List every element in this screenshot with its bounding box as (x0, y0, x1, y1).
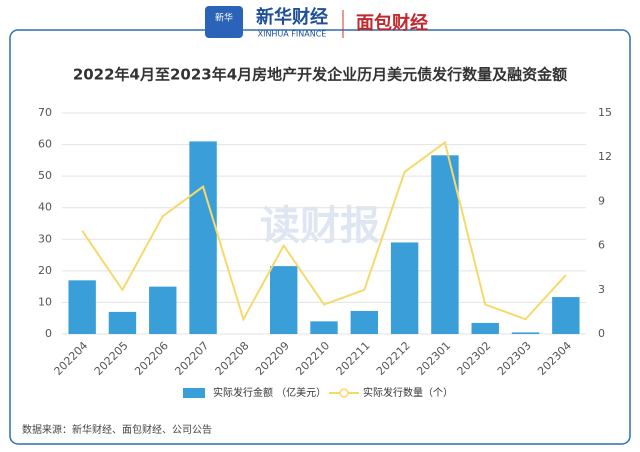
y-tick-label: 60 (38, 138, 52, 151)
x-tick-label: 202302 (455, 339, 494, 378)
x-tick-label: 202211 (334, 339, 373, 378)
x-tick-label: 202304 (535, 339, 574, 378)
x-tick-label: 202301 (414, 339, 453, 378)
chart-title: 2022年4月至2023年4月房地产开发企业历月美元债发行数量及融资金额 (73, 66, 567, 84)
y-tick-label: 10 (38, 295, 52, 308)
bar (108, 311, 137, 334)
line (81, 140, 567, 322)
bar (552, 297, 580, 334)
bar (431, 155, 459, 334)
y-tick-label: 20 (38, 264, 52, 277)
bar (511, 332, 540, 334)
bar (350, 310, 379, 334)
legend-label: 实际发行金额 （亿美元） (213, 386, 326, 399)
bar (471, 322, 499, 334)
x-tick-label: 202205 (92, 339, 131, 378)
legend-label: 实际发行数量（个） (363, 386, 453, 399)
bar (189, 141, 217, 334)
bar (390, 242, 419, 334)
y-tick-label: 50 (38, 169, 52, 182)
y-tick-label: 70 (38, 106, 52, 119)
y2-tick-label: 6 (598, 239, 605, 252)
x-tick-label: 202206 (132, 339, 171, 378)
y2-tick-label: 15 (598, 106, 612, 119)
x-tick-label: 202207 (172, 339, 211, 378)
y-tick-label: 40 (38, 201, 52, 214)
watermark: 读财报 (260, 203, 380, 249)
brand-cn: 新华财经 (256, 6, 328, 28)
legend-swatch (183, 388, 205, 398)
y2-tick-label: 0 (598, 327, 605, 340)
x-tick-label: 202209 (253, 339, 292, 378)
bar (269, 266, 298, 334)
y2-tick-label: 12 (598, 150, 612, 163)
brand-en: XINHUA FINANCE (258, 30, 327, 39)
logo-mark: 新华 (215, 12, 233, 24)
y-tick-label: 30 (38, 232, 52, 245)
brand2: 面包财经 (356, 12, 428, 34)
y2-tick-label: 9 (598, 194, 605, 207)
x-tick-label: 202204 (52, 339, 91, 378)
y2-tick-label: 3 (598, 283, 605, 296)
bar (68, 280, 96, 334)
logo-box (205, 6, 243, 38)
x-tick-label: 202303 (495, 339, 534, 378)
bar (310, 321, 338, 334)
x-tick-label: 202212 (374, 339, 413, 378)
y-tick-label: 0 (45, 327, 52, 340)
x-tick-label: 202210 (293, 339, 332, 378)
source: 数据来源：新华财经、面包财经、公司公告 (22, 423, 212, 436)
x-tick-label: 202208 (213, 339, 252, 378)
frame (9, 29, 631, 445)
bar (149, 286, 177, 334)
legend-marker (339, 388, 349, 398)
